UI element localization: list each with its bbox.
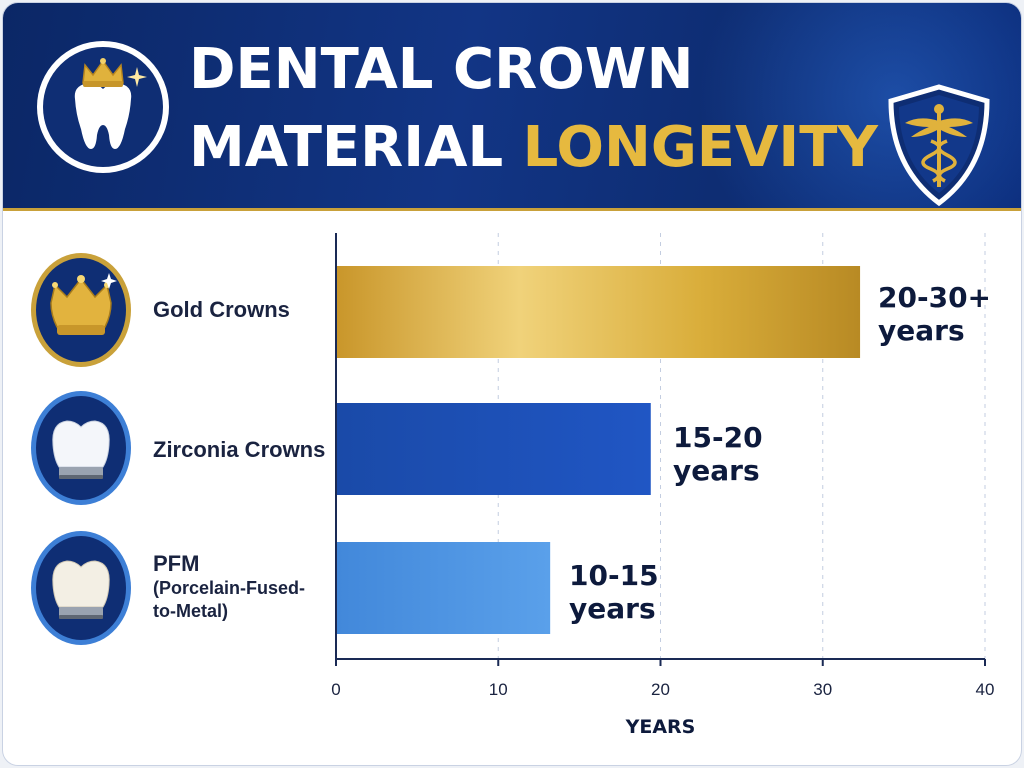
x-tick-label-30: 30	[813, 680, 832, 699]
value-label-gold-line-2: years	[878, 314, 965, 347]
bar-pfm	[336, 542, 551, 634]
caduceus-shield-icon	[888, 84, 990, 207]
value-label-gold-line-1: 20-30+	[878, 281, 992, 314]
title-line-1: DENTAL CROWN	[189, 37, 694, 102]
value-label-zirconia-line-1: 15-20	[673, 421, 763, 454]
pfm-crown-icon	[31, 531, 131, 645]
value-label-pfm-line-1: 10-15	[569, 559, 659, 592]
value-label-pfm-line-2: years	[569, 592, 656, 625]
header-divider	[3, 208, 1021, 211]
gold-crown-icon	[31, 253, 131, 367]
category-label-pfm-line-3: to-Metal)	[153, 601, 228, 621]
plot-area: 0 10 20 30 40 YEARS Gold	[3, 211, 1021, 765]
category-label-pfm-line-2: (Porcelain-Fused-	[153, 578, 306, 598]
category-label-pfm: PFM (Porcelain-Fused- to-Metal)	[153, 551, 305, 623]
title-material: MATERIAL	[189, 115, 523, 180]
title-longevity: LONGEVITY	[522, 115, 878, 180]
x-tick-label-40: 40	[976, 680, 995, 699]
category-label-zirconia-line: Zirconia Crowns	[153, 437, 326, 462]
bar-gold-crowns	[336, 266, 861, 358]
x-axis-label: YEARS	[625, 716, 696, 738]
bar-zirconia-crowns	[336, 403, 651, 495]
value-label-zirconia: 15-20 years	[673, 421, 763, 487]
x-tick-label-20: 20	[651, 680, 670, 699]
value-label-gold: 20-30+ years	[878, 281, 991, 347]
x-tick-label-0: 0	[331, 680, 340, 699]
header-banner: DENTAL CROWN MATERIAL LONGEVITY	[3, 3, 1021, 210]
value-label-pfm: 10-15 years	[569, 559, 659, 625]
bar-chart: 0 10 20 30 40 YEARS	[331, 233, 995, 738]
category-label-gold: Gold Crowns	[153, 297, 290, 323]
category-label-pfm-line-1: PFM	[153, 551, 200, 576]
x-tick-label-10: 10	[489, 680, 508, 699]
tooth-with-crown-icon	[37, 41, 169, 173]
value-label-zirconia-line-2: years	[673, 454, 760, 487]
title-line-2: MATERIAL LONGEVITY	[189, 115, 878, 180]
category-label-zirconia: Zirconia Crowns	[153, 437, 325, 463]
category-label-gold-line: Gold Crowns	[153, 297, 290, 322]
zirconia-crown-icon	[31, 391, 131, 505]
